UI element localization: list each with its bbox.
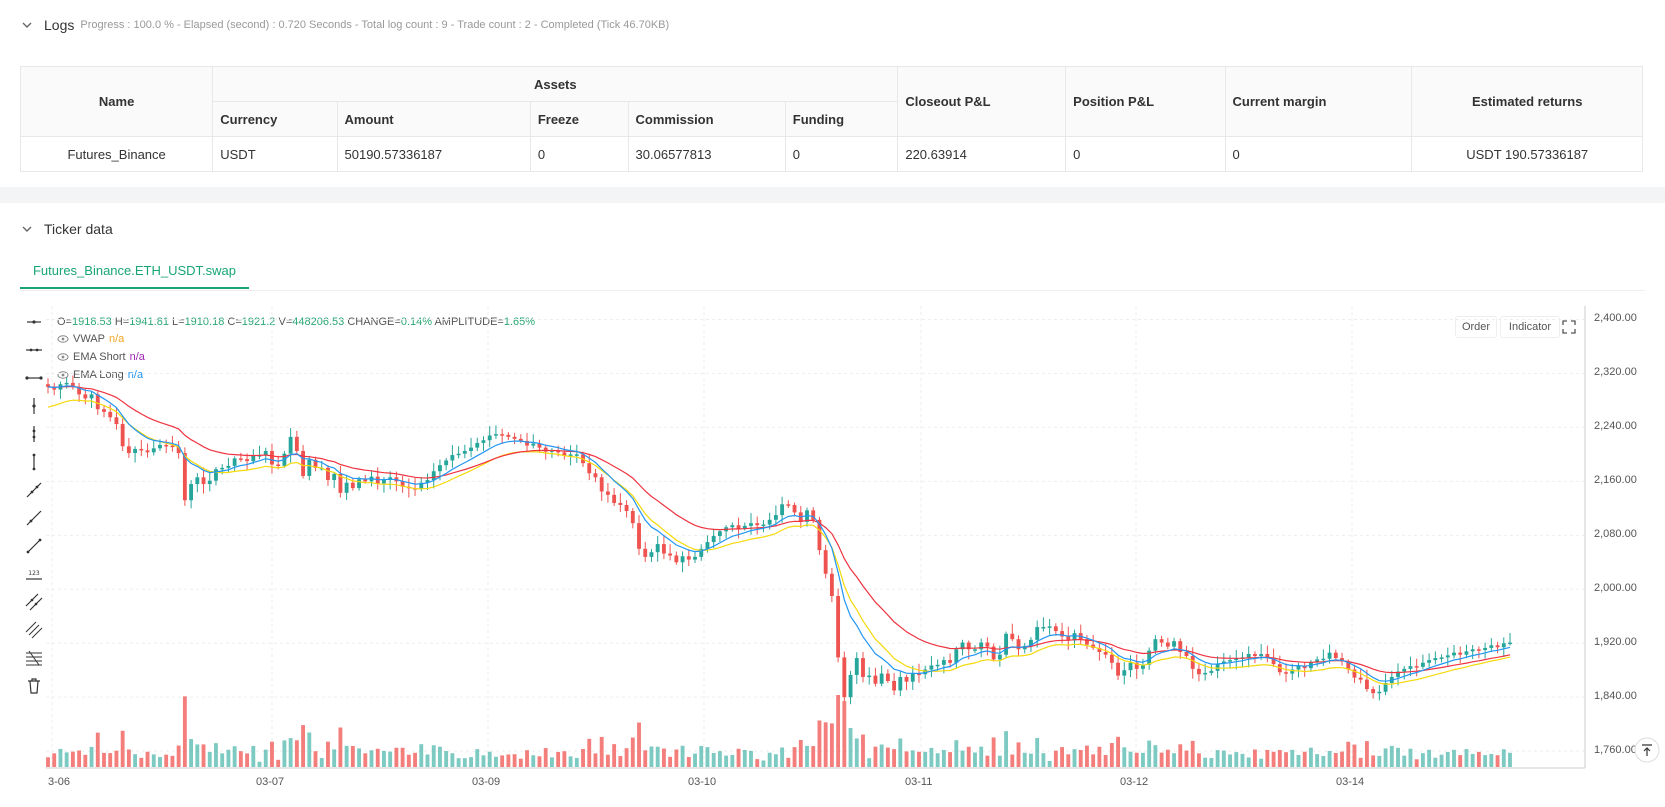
legend-ema-long[interactable]: EMA Long n/a bbox=[57, 369, 143, 381]
cell-estimated-returns: USDT 190.57336187 bbox=[1411, 136, 1643, 172]
fullscreen-icon[interactable] bbox=[1561, 319, 1577, 335]
col-freeze: Freeze bbox=[529, 101, 629, 137]
ray-line-tool-icon[interactable] bbox=[24, 508, 44, 528]
logs-status: Progress : 100.0 % - Elapsed (second) : … bbox=[80, 19, 670, 31]
ohlc-readout: O=1918.53 H=1941.81 L=1910.18 C=1921.2 V… bbox=[57, 316, 535, 328]
ohlc-open: 1918.53 bbox=[71, 316, 112, 328]
y-tick-label: 1,840.00 bbox=[1594, 690, 1637, 703]
col-position-pl: Position P&L bbox=[1065, 66, 1226, 137]
x-tick-label: 03-10 bbox=[688, 776, 717, 788]
indicator-button[interactable]: Indicator bbox=[1500, 316, 1560, 338]
y-tick-label: 1,760.00 bbox=[1594, 744, 1637, 757]
vertical-ray-tool-icon[interactable] bbox=[24, 452, 44, 472]
ohlc-amplitude-label: AMPLITUDE= bbox=[434, 316, 504, 328]
tab-divider bbox=[20, 290, 1645, 291]
x-tick-label: 03-07 bbox=[256, 776, 285, 788]
eye-icon[interactable] bbox=[57, 370, 69, 380]
fib-retracement-tool-icon[interactable] bbox=[24, 648, 44, 668]
ticker-panel bbox=[0, 203, 1665, 807]
legend-ema-short[interactable]: EMA Short n/a bbox=[57, 351, 145, 363]
legend-vwap-value: n/a bbox=[109, 333, 125, 345]
x-tick-label: 3-06 bbox=[48, 776, 71, 788]
cell-currency: USDT bbox=[212, 136, 338, 172]
vertical-segment-tool-icon[interactable] bbox=[24, 424, 44, 444]
ohlc-low-label: L= bbox=[172, 316, 185, 328]
horizontal-ray-tool-icon[interactable] bbox=[24, 368, 44, 388]
col-name: Name bbox=[19, 66, 214, 137]
legend-ema-short-value: n/a bbox=[129, 351, 145, 363]
tab-eth-usdt-swap[interactable]: Futures_Binance.ETH_USDT.swap bbox=[20, 253, 249, 289]
x-tick-label: 03-12 bbox=[1120, 776, 1149, 788]
legend-ema-long-name: EMA Long bbox=[73, 369, 124, 381]
y-tick-label: 2,160.00 bbox=[1594, 474, 1637, 487]
cell-amount: 50190.57336187 bbox=[336, 136, 531, 172]
col-commission: Commission bbox=[627, 101, 786, 137]
ohlc-close-label: C= bbox=[227, 316, 242, 328]
y-tick-label: 2,080.00 bbox=[1594, 528, 1637, 541]
logs-title: Logs bbox=[44, 17, 75, 33]
ohlc-high: 1941.81 bbox=[129, 316, 169, 328]
y-tick-label: 2,000.00 bbox=[1594, 582, 1637, 595]
y-tick-label: 1,920.00 bbox=[1594, 636, 1637, 649]
legend-vwap[interactable]: VWAP n/a bbox=[57, 333, 124, 345]
col-currency: Currency bbox=[212, 101, 338, 137]
col-amount: Amount bbox=[336, 101, 531, 137]
y-tick-label: 2,240.00 bbox=[1594, 420, 1637, 433]
col-funding: Funding bbox=[784, 101, 899, 137]
ohlc-amplitude: 1.65% bbox=[503, 316, 536, 328]
y-tick-label: 2,400.00 bbox=[1594, 312, 1637, 325]
cell-name: Futures_Binance bbox=[19, 136, 214, 172]
eye-icon[interactable] bbox=[57, 334, 69, 344]
y-tick-label: 2,320.00 bbox=[1594, 366, 1637, 379]
ohlc-high-label: H= bbox=[114, 316, 130, 328]
col-estimated-returns: Estimated returns bbox=[1411, 66, 1643, 137]
x-tick-label: 03-11 bbox=[905, 776, 933, 788]
parallel-channel-tool-icon[interactable] bbox=[24, 592, 44, 612]
ohlc-volume-label: V= bbox=[278, 316, 293, 328]
scroll-to-top-icon[interactable] bbox=[1634, 737, 1660, 763]
legend-vwap-name: VWAP bbox=[73, 333, 105, 345]
fib-channel-tool-icon[interactable] bbox=[24, 620, 44, 640]
table-row: Futures_Binance USDT 50190.57336187 0 30… bbox=[19, 136, 1643, 172]
trash-icon[interactable] bbox=[24, 676, 44, 696]
x-tick-label: 03-09 bbox=[472, 776, 501, 788]
chevron-down-icon[interactable] bbox=[20, 18, 34, 32]
horizontal-line-tool-icon[interactable] bbox=[24, 340, 44, 360]
vertical-line-tool-icon[interactable] bbox=[24, 396, 44, 416]
col-closeout-pl: Closeout P&L bbox=[897, 66, 1067, 137]
cell-commission: 30.06577813 bbox=[627, 136, 786, 172]
ohlc-open-label: O= bbox=[57, 316, 72, 328]
ohlc-change: 0.14% bbox=[400, 316, 433, 328]
legend-ema-short-name: EMA Short bbox=[73, 351, 126, 363]
price-line-tool-icon[interactable]: 123 bbox=[24, 564, 44, 584]
cell-current-margin: 0 bbox=[1224, 136, 1413, 172]
eye-icon[interactable] bbox=[57, 352, 69, 362]
col-current-margin: Current margin bbox=[1224, 66, 1413, 137]
cell-position-pl: 0 bbox=[1065, 136, 1226, 172]
trend-line-tool-icon[interactable] bbox=[24, 480, 44, 500]
cell-funding: 0 bbox=[784, 136, 899, 172]
ticker-title: Ticker data bbox=[44, 221, 113, 237]
ohlc-low: 1910.18 bbox=[184, 316, 225, 328]
legend-ema-long-value: n/a bbox=[127, 369, 144, 381]
segment-tool-icon[interactable] bbox=[24, 536, 44, 556]
ohlc-close: 1921.2 bbox=[241, 316, 276, 328]
logs-header[interactable]: Logs Progress : 100.0 % - Elapsed (secon… bbox=[20, 17, 669, 33]
x-tick-label: 03-14 bbox=[1336, 776, 1365, 788]
cell-freeze: 0 bbox=[529, 136, 629, 172]
cell-closeout-pl: 220.63914 bbox=[897, 136, 1067, 172]
ohlc-volume: 448206.53 bbox=[292, 316, 345, 328]
order-button[interactable]: Order bbox=[1455, 316, 1497, 338]
logs-panel: Logs Progress : 100.0 % - Elapsed (secon… bbox=[0, 0, 1665, 187]
ohlc-change-label: CHANGE= bbox=[347, 316, 401, 328]
crosshair-tool-icon[interactable] bbox=[24, 312, 44, 332]
svg-text:123: 123 bbox=[28, 570, 40, 577]
chevron-down-icon[interactable] bbox=[20, 222, 34, 236]
ticker-header[interactable]: Ticker data bbox=[20, 221, 113, 237]
col-assets-group: Assets bbox=[212, 66, 899, 102]
assets-table: Name Assets Closeout P&L Position P&L Cu… bbox=[19, 66, 1643, 172]
